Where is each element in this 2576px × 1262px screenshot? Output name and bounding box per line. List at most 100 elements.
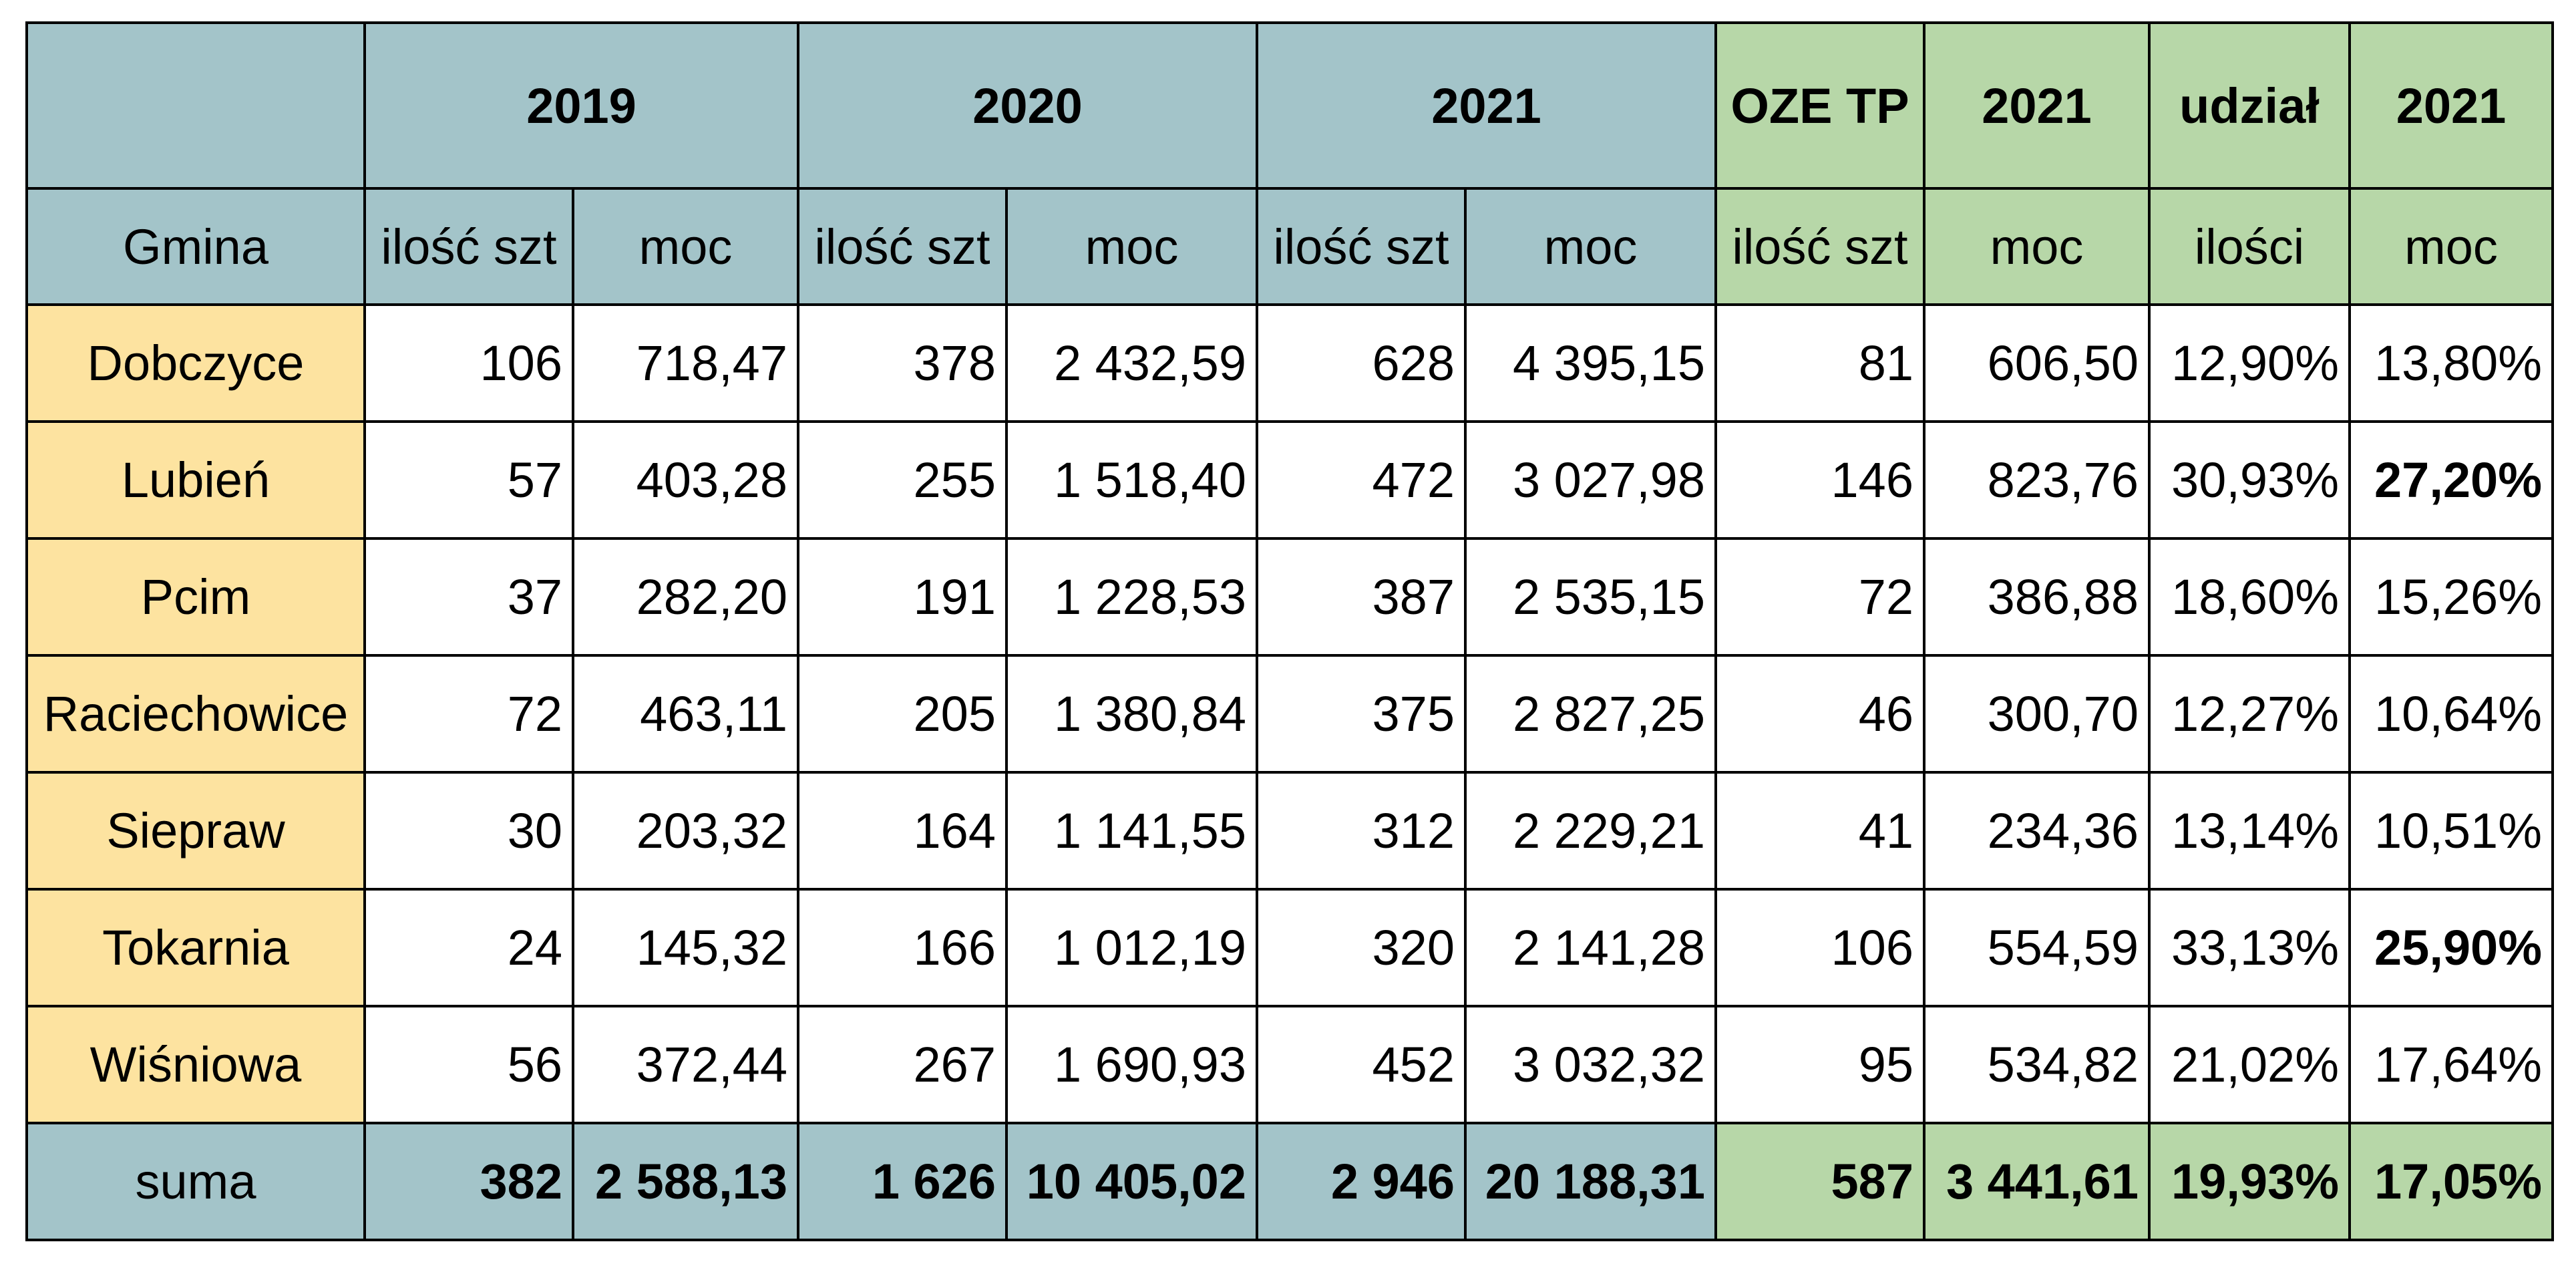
col-header: moc — [572, 187, 799, 306]
table-cell: 403,28 — [572, 420, 799, 540]
table-cell: 300,70 — [1923, 654, 2151, 774]
table-cell: 3 032,32 — [1464, 1005, 1717, 1124]
table-cell: 372,44 — [572, 1005, 799, 1124]
col-header: moc — [1923, 187, 2151, 306]
gmina-cell: Siepraw — [25, 771, 366, 891]
table-cell: 2 827,25 — [1464, 654, 1717, 774]
table-row: Lubień 57 403,28 255 1 518,40 472 3 027,98 146 8… — [25, 420, 2554, 540]
table-cell: 25,90% — [2348, 888, 2554, 1007]
table-cell: 41 — [1714, 771, 1925, 891]
col-header: ilość szt — [363, 187, 574, 306]
table-cell: 24 — [363, 888, 574, 1007]
header-2020: 2020 — [797, 21, 1258, 190]
table-cell: 12,27% — [2148, 654, 2351, 774]
table-cell: 386,88 — [1923, 537, 2151, 657]
col-header: ilość szt — [1714, 187, 1925, 306]
table-cell: 282,20 — [572, 537, 799, 657]
table-cell: 166 — [797, 888, 1008, 1007]
table-cell: 628 — [1256, 303, 1467, 423]
header-oze-2021: 2021 — [1923, 21, 2151, 190]
gmina-cell: Dobczyce — [25, 303, 366, 423]
table-cell: 472 — [1256, 420, 1467, 540]
table-cell: 2 535,15 — [1464, 537, 1717, 657]
table-cell: 2 229,21 — [1464, 771, 1717, 891]
header-corner — [25, 21, 366, 190]
sum-cell: 2 588,13 — [572, 1122, 799, 1241]
header-udzial-2021: 2021 — [2348, 21, 2554, 190]
table-cell: 312 — [1256, 771, 1467, 891]
col-header: ilość szt — [797, 187, 1008, 306]
table-cell: 4 395,15 — [1464, 303, 1717, 423]
table-cell: 1 380,84 — [1005, 654, 1258, 774]
table-cell: 463,11 — [572, 654, 799, 774]
col-header: moc — [1005, 187, 1258, 306]
table-cell: 27,20% — [2348, 420, 2554, 540]
table-cell: 320 — [1256, 888, 1467, 1007]
table-cell: 106 — [363, 303, 574, 423]
table-cell: 81 — [1714, 303, 1925, 423]
table-cell: 18,60% — [2148, 537, 2351, 657]
sum-cell: 1 626 — [797, 1122, 1008, 1241]
sum-cell: 2 946 — [1256, 1122, 1467, 1241]
table-cell: 10,64% — [2348, 654, 2554, 774]
col-header: moc — [2348, 187, 2554, 306]
table-cell: 30,93% — [2148, 420, 2351, 540]
table-cell: 72 — [1714, 537, 1925, 657]
sum-cell: 587 — [1714, 1122, 1925, 1241]
table-row: Pcim 37 282,20 191 1 228,53 387 2 535,15 72 386,… — [25, 537, 2554, 657]
header-2019: 2019 — [363, 21, 799, 190]
table-cell: 13,14% — [2148, 771, 2351, 891]
table-cell: 72 — [363, 654, 574, 774]
header-2021: 2021 — [1256, 21, 1717, 190]
table-row: Siepraw 30 203,32 164 1 141,55 312 2 229,21 41 2… — [25, 771, 2554, 891]
data-table: 2019 2020 2021 OZE TP 2021 udział 2021 G… — [25, 21, 2554, 1241]
sum-cell: 10 405,02 — [1005, 1122, 1258, 1241]
sum-cell: 20 188,31 — [1464, 1122, 1717, 1241]
table-cell: 255 — [797, 420, 1008, 540]
table-cell: 2 432,59 — [1005, 303, 1258, 423]
table-cell: 606,50 — [1923, 303, 2151, 423]
table-cell: 718,47 — [572, 303, 799, 423]
sum-label: suma — [25, 1122, 366, 1241]
table-cell: 164 — [797, 771, 1008, 891]
table-cell: 1 012,19 — [1005, 888, 1258, 1007]
table-cell: 1 141,55 — [1005, 771, 1258, 891]
gmina-cell: Pcim — [25, 537, 366, 657]
table-cell: 30 — [363, 771, 574, 891]
table-cell: 205 — [797, 654, 1008, 774]
col-header-gmina: Gmina — [25, 187, 366, 306]
gmina-cell: Lubień — [25, 420, 366, 540]
table-cell: 234,36 — [1923, 771, 2151, 891]
sum-row: suma 382 2 588,13 1 626 10 405,02 2 946 … — [25, 1122, 2554, 1241]
sum-cell: 3 441,61 — [1923, 1122, 2151, 1241]
table-cell: 56 — [363, 1005, 574, 1124]
table-cell: 534,82 — [1923, 1005, 2151, 1124]
table-cell: 46 — [1714, 654, 1925, 774]
gmina-cell: Tokarnia — [25, 888, 366, 1007]
col-header: ilości — [2148, 187, 2351, 306]
sum-cell: 382 — [363, 1122, 574, 1241]
table-cell: 1 518,40 — [1005, 420, 1258, 540]
sum-cell: 17,05% — [2348, 1122, 2554, 1241]
gmina-cell: Raciechowice — [25, 654, 366, 774]
table-cell: 823,76 — [1923, 420, 2151, 540]
table-cell: 15,26% — [2348, 537, 2554, 657]
header-row-years: 2019 2020 2021 OZE TP 2021 udział 2021 — [25, 21, 2554, 190]
table-row: Raciechowice 72 463,11 205 1 380,84 375 2 827,… — [25, 654, 2554, 774]
table-cell: 2 141,28 — [1464, 888, 1717, 1007]
table-cell: 1 690,93 — [1005, 1005, 1258, 1124]
gmina-cell: Wiśniowa — [25, 1005, 366, 1124]
table-cell: 375 — [1256, 654, 1467, 774]
col-header: ilość szt — [1256, 187, 1467, 306]
table-cell: 57 — [363, 420, 574, 540]
table-cell: 378 — [797, 303, 1008, 423]
table-cell: 1 228,53 — [1005, 537, 1258, 657]
header-udzial: udział — [2148, 21, 2351, 190]
table-cell: 554,59 — [1923, 888, 2151, 1007]
table-cell: 33,13% — [2148, 888, 2351, 1007]
table-cell: 13,80% — [2348, 303, 2554, 423]
table-cell: 106 — [1714, 888, 1925, 1007]
table-cell: 10,51% — [2348, 771, 2554, 891]
table-cell: 452 — [1256, 1005, 1467, 1124]
table-cell: 267 — [797, 1005, 1008, 1124]
